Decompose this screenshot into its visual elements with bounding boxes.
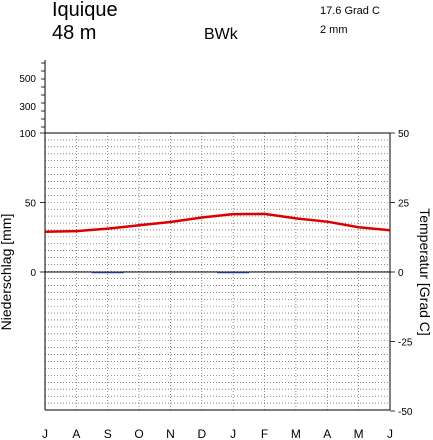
x-tick-label: F: [261, 427, 268, 440]
station-elevation: 48 m: [52, 22, 97, 44]
x-tick-label: J: [230, 427, 236, 440]
axes-layer: [40, 60, 395, 412]
y-right-tick-label: -50: [398, 407, 413, 418]
y-axis-right-label: Temperatur [Grad C]: [417, 208, 433, 336]
y-axis-left-label: Niederschlag [mm]: [0, 214, 14, 331]
y-left-tick-label: 100: [19, 129, 36, 140]
y-right-tick-label: 25: [398, 199, 410, 210]
y-right-tick-label: 0: [398, 268, 404, 279]
annual-precipitation: 2 mm: [320, 24, 348, 36]
x-tick-label: D: [197, 427, 206, 440]
x-tick-label: M: [354, 427, 364, 440]
mean-temperature: 17.6 Grad C: [320, 5, 380, 17]
temperature-line: [44, 212, 391, 233]
x-tick-label: M: [291, 427, 301, 440]
series-layer: [44, 212, 391, 274]
x-tick-label: S: [104, 427, 112, 440]
y-right-tick-label: -25: [398, 338, 413, 349]
x-tick-label: A: [323, 427, 331, 440]
x-tick-label: O: [134, 427, 143, 440]
x-tick-label: J: [387, 427, 393, 440]
climate-classification: BWk: [204, 26, 238, 43]
x-tick-label: N: [166, 427, 175, 440]
y-left-tick-label: 0: [30, 268, 36, 279]
y-left-tick-label: 50: [25, 199, 37, 210]
y-right-tick-label: 50: [398, 129, 410, 140]
x-tick-label: A: [72, 427, 80, 440]
x-tick-label: J: [42, 427, 48, 440]
station-name: Iquique: [52, 0, 118, 21]
y-left-compressed-tick-label: 500: [19, 74, 36, 85]
y-left-compressed-tick-label: 300: [19, 102, 36, 113]
